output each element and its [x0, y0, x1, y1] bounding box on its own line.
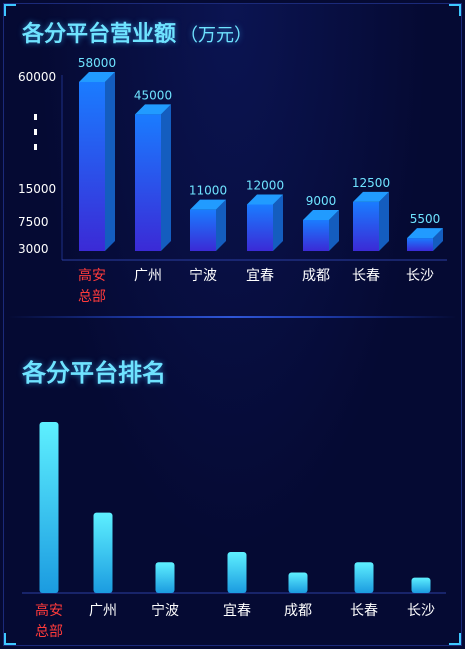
bar-front: [79, 81, 105, 251]
bar-top: [247, 194, 283, 205]
x-category-label: 长沙: [406, 268, 434, 284]
bar-side: [379, 191, 389, 251]
x-category-label: 宜春: [246, 268, 274, 284]
bar-front: [303, 220, 329, 251]
bar-side: [433, 228, 443, 251]
x-category-label: 宁波: [189, 267, 217, 284]
x-category-label: 总部: [35, 624, 63, 640]
bar-front: [190, 209, 216, 251]
ranking-bar[interactable]: [354, 562, 374, 593]
axis-break-mark: [34, 144, 37, 150]
x-category-label: 长沙: [407, 603, 435, 619]
revenue-bar[interactable]: [407, 228, 443, 251]
x-category-label: 高安: [35, 602, 63, 619]
corner-decoration: [4, 633, 16, 645]
bar-top: [79, 71, 115, 82]
x-category-label: 高安: [78, 267, 106, 284]
ranking-chart-title: 各分平台排名: [22, 359, 166, 387]
ranking-bar[interactable]: [227, 551, 247, 593]
corner-decoration: [449, 633, 461, 645]
bar-side: [273, 194, 283, 251]
x-category-label: 宜春: [223, 603, 251, 619]
x-category-label: 总部: [78, 289, 106, 305]
bar-top: [353, 191, 389, 202]
x-category-label: 广州: [89, 603, 117, 619]
bar-top: [303, 210, 339, 220]
bar-value-label: 45000: [134, 88, 172, 102]
bar-top: [190, 199, 226, 210]
revenue-chart-title: 各分平台营业额 （万元）: [22, 16, 252, 48]
x-category-label: 成都: [284, 603, 312, 619]
ranking-bar[interactable]: [155, 562, 175, 593]
bar-front: [247, 204, 273, 251]
y-tick-label: 3000: [18, 242, 49, 256]
revenue-bar[interactable]: [353, 191, 389, 251]
section-divider: [8, 316, 457, 318]
revenue-bar[interactable]: [190, 199, 226, 251]
bar-side: [329, 210, 339, 251]
revenue-chart-unit: （万元）: [180, 25, 253, 46]
revenue-bar[interactable]: [79, 71, 115, 251]
bar-value-label: 11000: [189, 184, 227, 198]
x-category-label: 宁波: [151, 602, 179, 619]
bar-front: [353, 201, 379, 251]
bar-side: [216, 199, 226, 251]
revenue-bar[interactable]: [247, 194, 283, 252]
bar-front: [135, 114, 161, 251]
bar-value-label: 12000: [246, 179, 284, 193]
ranking-bar[interactable]: [411, 577, 431, 593]
x-category-label: 广州: [134, 268, 162, 284]
bar-value-label: 5500: [410, 212, 441, 226]
bar-value-label: 58000: [78, 56, 116, 70]
x-category-label: 长春: [352, 268, 380, 284]
revenue-chart-title-text: 各分平台营业额: [22, 22, 177, 47]
bar-side: [105, 71, 115, 251]
corner-decoration: [4, 4, 16, 16]
y-tick-label: 15000: [18, 182, 56, 196]
axis-break-mark: [34, 114, 37, 120]
axis-break-mark: [34, 129, 37, 135]
ranking-bar[interactable]: [39, 422, 59, 593]
y-tick-label: 60000: [18, 70, 56, 84]
y-tick-label: 7500: [18, 215, 49, 229]
ranking-bar[interactable]: [288, 572, 308, 593]
corner-decoration: [449, 4, 461, 16]
bar-front: [407, 238, 433, 251]
bar-side: [161, 104, 171, 251]
bar-top: [407, 228, 443, 239]
ranking-bar[interactable]: [93, 512, 113, 593]
x-category-label: 成都: [302, 268, 330, 284]
bar-value-label: 9000: [306, 194, 337, 208]
revenue-bar[interactable]: [303, 210, 339, 251]
bar-value-label: 12500: [352, 176, 390, 190]
bar-top: [135, 104, 171, 115]
x-category-label: 长春: [350, 603, 378, 619]
revenue-bar[interactable]: [135, 104, 171, 251]
